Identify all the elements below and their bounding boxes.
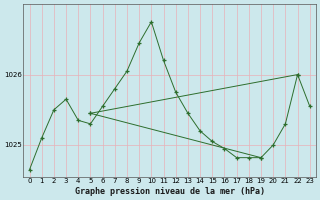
X-axis label: Graphe pression niveau de la mer (hPa): Graphe pression niveau de la mer (hPa) (75, 187, 265, 196)
